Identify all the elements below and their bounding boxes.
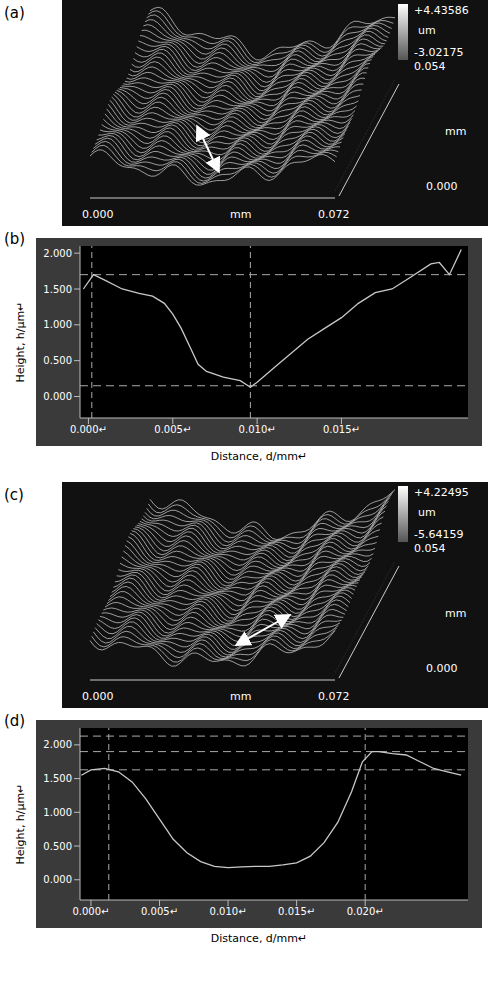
svg-text:1.000: 1.000 [43, 807, 72, 818]
svg-text:0.005↵: 0.005↵ [154, 424, 191, 435]
svg-text:0.072: 0.072 [318, 208, 350, 221]
svg-text:0.000: 0.000 [43, 874, 72, 885]
svg-text:Height, h/μm↵: Height, h/μm↵ [14, 784, 27, 865]
html-text:Distance, d/mm↵: Distance, d/mm↵ [210, 932, 308, 945]
svg-text:0.000: 0.000 [43, 391, 72, 402]
svg-text:0.000: 0.000 [82, 690, 114, 703]
svg-text:0.000: 0.000 [426, 662, 458, 675]
svg-text:Height, h/μm↵: Height, h/μm↵ [14, 302, 27, 383]
svg-text:+4.22495: +4.22495 [414, 486, 469, 499]
svg-text:0.054: 0.054 [414, 542, 446, 555]
svg-text:-3.02175: -3.02175 [414, 46, 463, 59]
svg-text:2.000: 2.000 [43, 248, 72, 259]
svg-text:0.072: 0.072 [318, 690, 350, 703]
svg-text:mm: mm [230, 208, 251, 221]
svg-text:1.500: 1.500 [43, 284, 72, 295]
svg-text:1.000: 1.000 [43, 319, 72, 330]
html-text:(d): (d) [4, 712, 26, 730]
svg-text:0.020↵: 0.020↵ [347, 906, 384, 917]
svg-text:um: um [418, 24, 436, 37]
svg-text:0.015↵: 0.015↵ [323, 424, 360, 435]
svg-text:0.015↵: 0.015↵ [278, 906, 315, 917]
svg-text:0.010↵: 0.010↵ [239, 424, 276, 435]
svg-text:(c): (c) [4, 486, 24, 504]
svg-text:0.500: 0.500 [43, 355, 72, 366]
svg-text:2.000: 2.000 [43, 739, 72, 750]
svg-text:0.500: 0.500 [43, 841, 72, 852]
svg-text:(a): (a) [4, 4, 25, 22]
html-text:Distance, d/mm↵: Distance, d/mm↵ [210, 450, 308, 463]
svg-text:0.000↵: 0.000↵ [70, 424, 107, 435]
svg-text:0.010↵: 0.010↵ [210, 906, 247, 917]
svg-text:mm: mm [230, 690, 251, 703]
svg-text:mm: mm [445, 125, 466, 138]
svg-text:0.000: 0.000 [82, 208, 114, 221]
svg-text:1.500: 1.500 [43, 773, 72, 784]
svg-text:+4.43586: +4.43586 [414, 4, 469, 17]
svg-text:mm: mm [445, 607, 466, 620]
html-text:(b): (b) [4, 230, 26, 248]
svg-text:0.054: 0.054 [414, 60, 446, 73]
svg-text:0.005↵: 0.005↵ [141, 906, 178, 917]
svg-text:0.000↵: 0.000↵ [72, 906, 109, 917]
svg-text:um: um [418, 506, 436, 519]
svg-text:-5.64159: -5.64159 [414, 528, 463, 541]
svg-text:0.000: 0.000 [426, 180, 458, 193]
